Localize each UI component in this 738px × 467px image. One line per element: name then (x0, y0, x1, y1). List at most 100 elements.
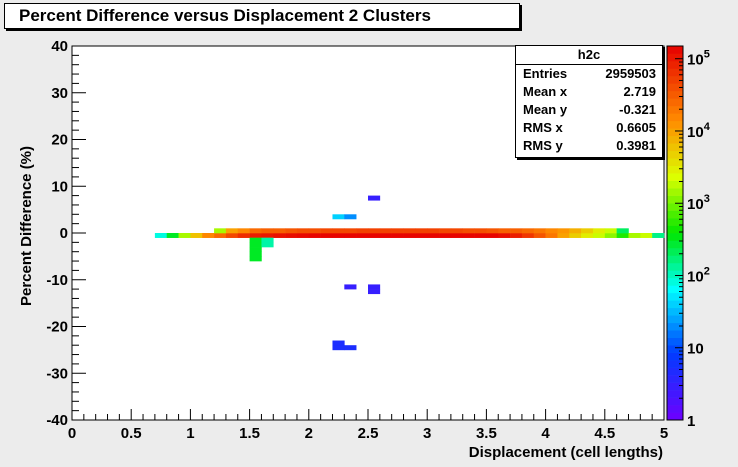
colorbar-swatch (667, 322, 683, 331)
heatmap-cell (261, 228, 274, 234)
heatmap-cell (332, 214, 345, 220)
heatmap-cell (249, 228, 262, 234)
stats-row: Mean x 2.719 (516, 83, 662, 101)
axes: 0 0.5 1 1.5 2 2.5 3 3.5 4 4.5 5 -40 -30 -20 -10 0 10 20 30… (46, 38, 668, 442)
stats-label: Mean y (523, 102, 568, 117)
heatmap-cell (439, 233, 452, 238)
heatmap-cell (296, 233, 310, 238)
heatmap-cell (604, 228, 617, 234)
heatmap-cell (190, 233, 203, 238)
colorbar-swatch (667, 360, 683, 368)
x-tick-label: 4 (541, 425, 550, 442)
colorbar-swatch (667, 225, 683, 234)
colorbar-swatch (667, 397, 683, 406)
heatmap-cell (403, 228, 416, 234)
heatmap-cell (486, 228, 499, 234)
heatmap-cell (344, 214, 357, 220)
colorbar-swatch (667, 203, 683, 211)
heatmap-cell (391, 228, 404, 234)
heatmap-cell (332, 345, 345, 351)
heatmap-cell (403, 233, 416, 238)
stats-label: RMS y (523, 138, 563, 153)
y-tick-label: 20 (51, 132, 68, 149)
heatmap-cell (427, 233, 440, 238)
heatmap-cell (391, 233, 404, 238)
heatmap-cell (296, 228, 310, 234)
colorbar: 1 10 102 103 104 105 (666, 45, 711, 430)
heatmap-cell (486, 233, 499, 238)
heatmap-cell (439, 228, 452, 234)
stats-value: 2.719 (623, 84, 656, 99)
colorbar-swatch (667, 240, 683, 249)
heatmap-cell (273, 228, 286, 234)
colorbar-label: 1 (687, 413, 695, 430)
colorbar-label: 105 (687, 49, 710, 69)
heatmap-cell (261, 242, 274, 248)
heatmap-cell (332, 340, 345, 346)
colorbar-swatch (667, 210, 683, 219)
colorbar-label: 104 (687, 121, 711, 141)
stats-row: RMS y 0.3981 (516, 137, 662, 155)
y-tick-label: -40 (46, 412, 68, 429)
heatmap-cells (154, 195, 665, 351)
heatmap-cell (521, 233, 535, 238)
y-tick-label: 30 (51, 85, 68, 102)
heatmap-cell (249, 242, 262, 248)
colorbar-swatch (667, 195, 683, 204)
heatmap-cell (344, 228, 357, 234)
heatmap-cell (154, 233, 168, 238)
colorbar-swatch (667, 337, 683, 346)
colorbar-swatch (667, 46, 683, 54)
colorbar-swatch (667, 60, 683, 69)
heatmap-cell (569, 228, 582, 234)
heatmap-cell (320, 228, 333, 234)
stats-histogram-name: h2c (516, 46, 662, 65)
colorbar-swatch (667, 113, 683, 122)
heatmap-cell (450, 228, 464, 234)
heatmap-cell (178, 233, 191, 238)
colorbar-swatch (667, 173, 683, 181)
x-tick-label: 0.5 (121, 425, 142, 442)
heatmap-cell (616, 233, 629, 238)
y-tick-label: 10 (51, 178, 68, 195)
heatmap-cell (462, 228, 475, 234)
colorbar-swatch (667, 262, 683, 271)
heatmap-cell (557, 233, 570, 238)
colorbar-label: 103 (687, 193, 710, 213)
stats-value: 2959503 (605, 66, 656, 81)
heatmap-cell (533, 233, 546, 238)
heatmap-cell (474, 228, 487, 234)
heatmap-cell (356, 228, 369, 234)
heatmap-cell (640, 233, 653, 238)
colorbar-swatch (667, 143, 683, 152)
y-axis-label: Percent Difference (%) (18, 146, 35, 306)
x-tick-label: 4.5 (594, 425, 615, 442)
colorbar-swatch (667, 68, 683, 77)
y-tick-label: -10 (46, 272, 68, 289)
colorbar-swatch (667, 412, 683, 421)
heatmap-cell (249, 251, 262, 257)
heatmap-cell (368, 289, 381, 295)
heatmap-cell (604, 233, 617, 238)
heatmap-cell (308, 233, 321, 238)
colorbar-swatch (667, 98, 683, 107)
heatmap-cell (237, 228, 250, 234)
colorbar-swatch (667, 315, 683, 324)
heatmap-cell (628, 233, 641, 238)
heatmap-cell (273, 233, 286, 238)
colorbar-swatch (667, 367, 683, 376)
heatmap-cell (344, 345, 357, 351)
colorbar-swatch (667, 120, 683, 129)
stats-value: 0.3981 (616, 138, 656, 153)
heatmap-cell (285, 233, 298, 238)
x-tick-label: 0 (68, 425, 76, 442)
stats-row: RMS x 0.6605 (516, 119, 662, 137)
heatmap-cell (569, 233, 582, 238)
heatmap-cell (202, 233, 215, 238)
colorbar-swatch (667, 270, 683, 279)
x-tick-label: 1 (186, 425, 194, 442)
heatmap-cell (368, 228, 381, 234)
stats-value: -0.321 (619, 102, 656, 117)
colorbar-swatch (667, 188, 683, 196)
colorbar-swatch (667, 135, 683, 144)
